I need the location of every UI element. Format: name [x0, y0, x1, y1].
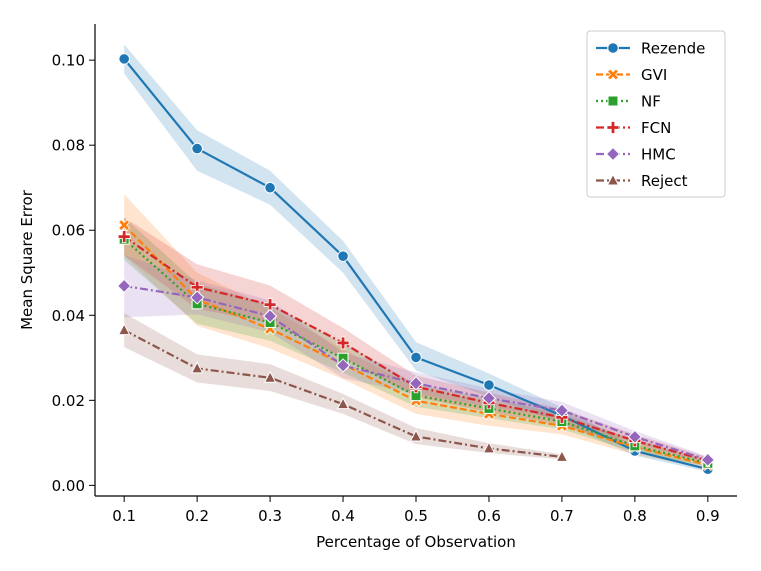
y-axis-label: Mean Square Error: [18, 189, 36, 330]
hmc-point: [262, 308, 278, 324]
legend-label-rezende: Rezende: [641, 40, 705, 58]
reject-point: [555, 449, 569, 462]
x-tick-label: 0.3: [258, 507, 282, 525]
y-tick-label: 0.00: [52, 477, 85, 495]
fcn-point: [336, 336, 350, 350]
y-tick-label: 0.10: [52, 52, 85, 70]
fcn-point: [263, 298, 277, 312]
fcn-point: [117, 230, 131, 244]
hmc-point: [481, 390, 497, 406]
legend-label-hmc: HMC: [641, 146, 676, 164]
reject-point: [190, 361, 204, 374]
hmc-point: [408, 376, 424, 391]
hmc-line: [124, 284, 709, 461]
legend-marker-nf: [607, 95, 619, 107]
x-tick-label: 0.9: [696, 507, 720, 525]
rezende-point: [118, 53, 130, 65]
legend-label-gvi: GVI: [641, 66, 667, 84]
reject-point: [117, 323, 131, 336]
x-tick-label: 0.7: [550, 507, 574, 525]
hmc-point: [700, 452, 716, 468]
x-tick-label: 0.6: [477, 507, 501, 525]
rezende-point: [337, 250, 349, 262]
y-tick-label: 0.02: [52, 392, 85, 410]
legend-marker-gvi: [606, 68, 620, 81]
reject-point: [409, 429, 423, 442]
legend-label-fcn: FCN: [641, 119, 671, 137]
reject-point: [263, 370, 277, 383]
legend-marker-rezende: [607, 42, 619, 54]
x-tick-label: 0.2: [185, 507, 209, 525]
y-axis-ticks: 0.00 0.02 0.04 0.06 0.08 0.10: [52, 52, 95, 495]
legend-marker-hmc: [605, 146, 621, 162]
y-tick-label: 0.04: [52, 307, 85, 325]
legend-label-reject: Reject: [641, 172, 688, 190]
reject-point: [336, 397, 350, 410]
y-tick-label: 0.08: [52, 137, 85, 155]
x-axis-label: Percentage of Observation: [316, 533, 516, 551]
legend-item-gvi: GVI: [596, 66, 667, 84]
fcn-confidence-band: [124, 217, 708, 465]
rezende-point: [264, 181, 276, 194]
y-tick-label: 0.06: [52, 222, 85, 240]
legend-label-nf: NF: [641, 93, 661, 111]
legend-item-hmc: HMC: [596, 146, 676, 164]
x-tick-label: 0.4: [331, 507, 355, 525]
hmc-point: [554, 403, 570, 418]
reject-point: [482, 441, 496, 454]
rezende-point: [191, 142, 203, 155]
gvi-confidence-band: [124, 194, 708, 469]
gvi-point: [118, 219, 131, 232]
legend-item-fcn: FCN: [596, 119, 671, 137]
legend-item-rezende: Rezende: [596, 40, 705, 58]
rezende-point: [410, 351, 422, 364]
legend-marker-fcn: [606, 121, 620, 134]
x-tick-label: 0.1: [112, 507, 136, 525]
hmc-point: [335, 358, 351, 373]
hmc-point: [189, 290, 205, 305]
hmc-point: [116, 278, 132, 294]
legend-marker-reject: [606, 173, 620, 186]
x-axis-ticks: 0.1 0.2 0.3 0.4 0.5 0.6 0.7 0.8 0.9: [112, 496, 720, 525]
x-tick-label: 0.5: [404, 507, 428, 525]
legend-item-reject: Reject: [596, 172, 688, 190]
hmc-point: [627, 429, 643, 445]
legend-item-nf: NF: [596, 93, 661, 111]
x-tick-label: 0.8: [623, 507, 647, 525]
legend: Rezende GVI NF FCN HMC Reject: [586, 30, 726, 198]
series-markers: [116, 53, 716, 476]
legend-frame: [586, 30, 726, 198]
rezende-point: [483, 379, 495, 391]
